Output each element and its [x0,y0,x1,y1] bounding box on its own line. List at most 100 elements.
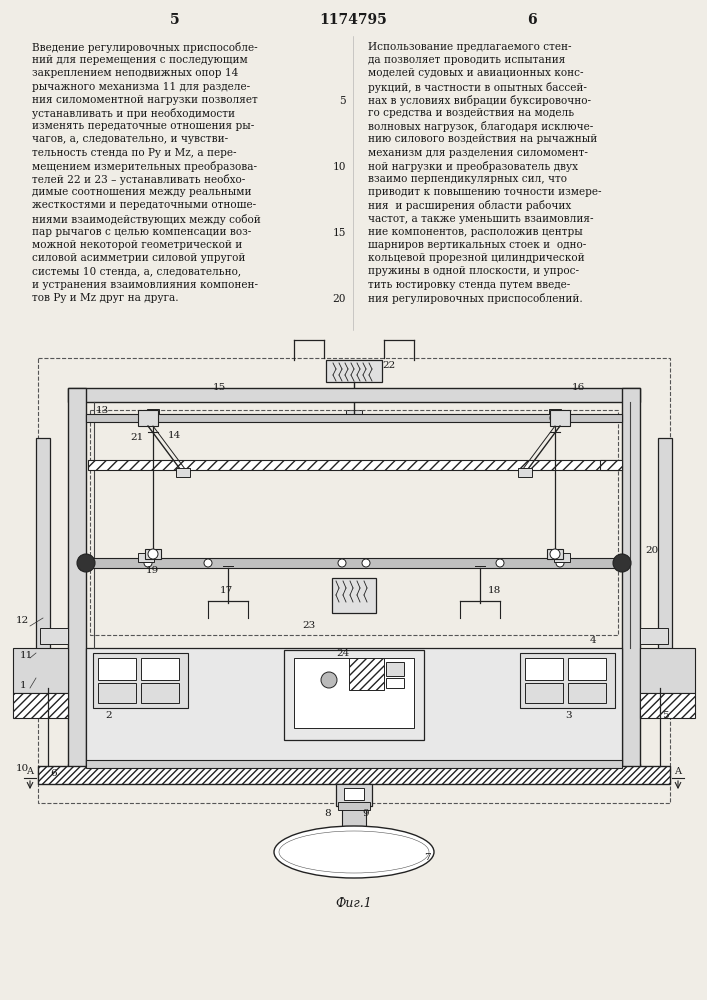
Circle shape [550,549,560,559]
Bar [549,409,561,414]
Bar [138,410,158,426]
Circle shape [362,559,370,567]
Text: нах в условиях вибрации буксировочно-: нах в условиях вибрации буксировочно- [368,95,591,106]
Text: 22: 22 [382,361,395,370]
Text: чагов, а, следовательно, и чувстви-: чагов, а, следовательно, и чувстви- [32,134,228,144]
Bar [547,549,563,559]
Text: ной нагрузки и преобразователь двух: ной нагрузки и преобразователь двух [368,161,578,172]
Text: 20: 20 [332,294,346,304]
Bar [86,648,622,768]
Bar [520,653,615,708]
Text: 15: 15 [332,228,346,238]
Circle shape [550,413,560,423]
Text: 24: 24 [336,649,349,658]
Circle shape [338,559,346,567]
Bar [344,788,364,800]
Text: телей 22 и 23 – устанавливать необхо-: телей 22 и 23 – устанавливать необхо- [32,174,245,185]
Text: 6: 6 [527,13,537,27]
Bar [336,784,372,806]
Text: 13: 13 [96,406,110,415]
Text: 7: 7 [424,853,431,862]
Text: и устранения взаимовлияния компонен-: и устранения взаимовлияния компонен- [32,280,258,290]
Bar [386,678,404,688]
Text: системы 10 стенда, а, следовательно,: системы 10 стенда, а, следовательно, [32,266,241,276]
Bar [36,438,50,688]
Text: Введение регулировочных приспособле-: Введение регулировочных приспособле- [32,42,257,53]
Text: закреплением неподвижных опор 14: закреплением неподвижных опор 14 [32,68,238,78]
Text: механизм для разделения силомомент-: механизм для разделения силомомент- [368,148,588,158]
Text: нию силового воздействия на рычажный: нию силового воздействия на рычажный [368,134,597,144]
Text: димые соотношения между реальными: димые соотношения между реальными [32,187,252,197]
Bar [554,553,570,562]
Bar [141,683,179,703]
Text: 3: 3 [565,711,572,720]
Text: 9: 9 [362,809,368,818]
Bar [88,460,620,470]
Text: ние компонентов, расположив центры: ние компонентов, расположив центры [368,227,583,237]
Bar [38,766,670,784]
Text: 15: 15 [213,383,226,392]
Circle shape [321,672,337,688]
Text: Фиг.1: Фиг.1 [336,897,373,910]
Bar [550,410,570,426]
Circle shape [148,413,158,423]
Text: 1: 1 [20,681,27,690]
Text: рукций, в частности в опытных бассей-: рукций, в частности в опытных бассей- [368,82,587,93]
Circle shape [148,549,158,559]
Bar [98,683,136,703]
Text: 14: 14 [168,431,181,440]
Text: 12: 12 [16,616,29,625]
Bar [86,760,622,768]
Text: 5: 5 [170,13,180,27]
Bar [294,658,414,728]
Circle shape [556,559,564,567]
Text: взаимо перпендикулярных сил, что: взаимо перпендикулярных сил, что [368,174,567,184]
Text: 1174795: 1174795 [319,13,387,27]
Bar [568,658,606,680]
Circle shape [204,559,212,567]
Text: 20: 20 [645,546,658,555]
Text: устанавливать и при необходимости: устанавливать и при необходимости [32,108,235,119]
Text: 23: 23 [302,621,315,630]
Bar [68,764,640,778]
Bar [600,460,622,470]
Bar [640,628,668,644]
Bar [68,388,86,778]
Text: мещением измерительных преобразова-: мещением измерительных преобразова- [32,161,257,172]
Text: 6: 6 [50,769,57,778]
Text: Использование предлагаемого стен-: Использование предлагаемого стен- [368,42,571,52]
Text: волновых нагрузок, благодаря исключе-: волновых нагрузок, благодаря исключе- [368,121,593,132]
Text: шарниров вертикальных стоек и  одно-: шарниров вертикальных стоек и одно- [368,240,586,250]
Bar [525,683,563,703]
Bar [38,358,670,803]
Bar [176,468,190,477]
Text: 8: 8 [324,809,331,818]
Bar [346,410,362,416]
Text: жесткостями и передаточными отноше-: жесткостями и передаточными отноше- [32,200,256,210]
Text: частот, а также уменьшить взаимовлия-: частот, а также уменьшить взаимовлия- [368,214,593,224]
Text: рычажного механизма 11 для разделе-: рычажного механизма 11 для разделе- [32,82,250,92]
Bar [145,549,161,559]
Bar [342,806,366,834]
Text: ния  и расширения области рабочих: ния и расширения области рабочих [368,200,571,211]
Text: 2: 2 [105,711,112,720]
Text: 18: 18 [488,586,501,595]
Bar [86,414,622,422]
Bar [68,388,640,402]
Bar [93,653,188,708]
Bar [86,558,622,568]
Text: 17: 17 [220,586,233,595]
Circle shape [144,559,152,567]
Text: пружины в одной плоскости, и упрос-: пружины в одной плоскости, и упрос- [368,266,579,276]
Text: ния регулировочных приспособлений.: ния регулировочных приспособлений. [368,293,583,304]
Text: приводит к повышению точности измере-: приводит к повышению точности измере- [368,187,602,197]
Bar [284,650,424,740]
Bar [658,438,672,688]
Bar [147,409,159,414]
Text: 10: 10 [16,764,29,773]
Text: пар рычагов с целью компенсации воз-: пар рычагов с целью компенсации воз- [32,227,251,237]
Text: тить юстировку стенда путем введе-: тить юстировку стенда путем введе- [368,280,571,290]
Text: 21: 21 [130,433,144,442]
Text: го средства и воздействия на модель: го средства и воздействия на модель [368,108,574,118]
Text: моделей судовых и авиационных конс-: моделей судовых и авиационных конс- [368,68,583,78]
